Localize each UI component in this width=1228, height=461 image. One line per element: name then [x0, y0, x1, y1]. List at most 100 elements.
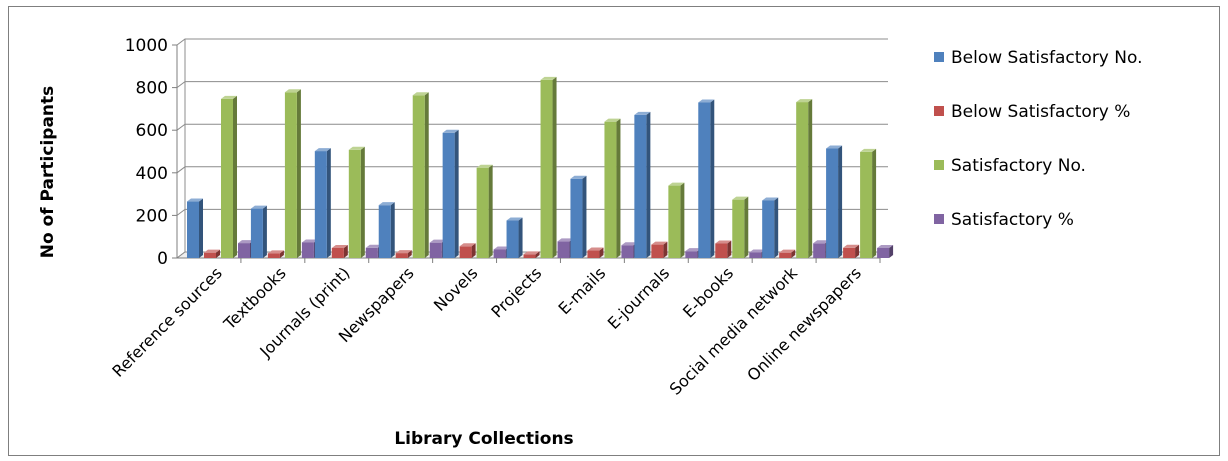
bar-top [476, 164, 493, 168]
bar-top [284, 89, 301, 93]
gridlines [176, 38, 888, 259]
bar-front [187, 201, 199, 258]
bar [267, 250, 284, 258]
bar-top [429, 239, 446, 243]
bar-side [680, 182, 685, 258]
bar-front [429, 242, 442, 258]
bar-front [301, 242, 314, 258]
bar-top [250, 205, 267, 209]
bar-front [378, 205, 391, 258]
bar-top [796, 99, 813, 103]
bar [523, 251, 540, 258]
bar-front [826, 148, 839, 258]
bar-side [646, 111, 651, 258]
bar-side [582, 175, 587, 258]
bar-side [616, 118, 621, 259]
bar [395, 250, 412, 258]
y-tick-label: 400 [136, 164, 168, 184]
bar [634, 111, 651, 258]
bar-top [523, 251, 540, 255]
x-tick-label: Social media network [666, 263, 802, 399]
bar-top [813, 240, 830, 244]
bar [604, 118, 621, 259]
bar-side [424, 92, 429, 258]
bar-top [698, 99, 715, 103]
bar-front [668, 185, 681, 258]
bar-side [296, 89, 301, 258]
bar-top [204, 249, 220, 253]
bar [668, 182, 685, 258]
bar [762, 197, 779, 258]
bar-side [488, 164, 493, 258]
bar-top [331, 244, 348, 248]
bar-front [732, 199, 745, 258]
bar-top [395, 250, 412, 254]
bar-front [284, 92, 297, 258]
legend-item: Satisfactory No. [934, 156, 1086, 176]
legend-swatch [934, 160, 944, 170]
bar [651, 241, 668, 258]
x-tick-label: E-journals [604, 263, 673, 332]
bar-front [493, 249, 506, 258]
gridline [176, 166, 888, 174]
bar-top [685, 248, 702, 252]
bar-front [796, 102, 809, 258]
bar [779, 249, 796, 258]
bar-side [199, 198, 203, 258]
bar [715, 240, 732, 258]
bar-side [774, 197, 779, 258]
bar-side [454, 129, 459, 258]
y-tick-label: 200 [136, 206, 168, 226]
legend-item: Below Satisfactory No. [934, 48, 1143, 68]
axes [172, 39, 890, 263]
bar-front [506, 220, 519, 258]
bar [587, 247, 604, 258]
bar-top [860, 148, 877, 152]
bar-front [348, 149, 361, 258]
bar-side [808, 99, 813, 258]
bar-side [791, 249, 796, 258]
legend-swatch [934, 106, 944, 116]
bar-front [365, 247, 378, 258]
gridline [176, 38, 888, 46]
bar-top [732, 196, 749, 200]
bar-top [557, 238, 574, 242]
bar-side [518, 217, 523, 258]
chart-frame: 0 200 400 600 800 1000 Reference sources Textbo… [8, 6, 1220, 456]
bar [877, 244, 894, 258]
legend-label: Satisfactory % [951, 210, 1074, 230]
bar-side [326, 148, 331, 258]
bar [860, 148, 877, 258]
bar [476, 164, 493, 258]
bar [378, 202, 395, 258]
y-tick-label: 1000 [125, 36, 168, 56]
bar-top [442, 129, 459, 133]
bar-side [599, 247, 604, 258]
bar-front [813, 243, 826, 258]
y-axis-title: No of Participants [38, 86, 58, 259]
bar-side [727, 240, 732, 258]
bar-side [889, 244, 894, 258]
bars [187, 76, 894, 259]
bar-top [365, 244, 382, 248]
bar [540, 76, 557, 258]
bar-front [557, 241, 570, 258]
legend-label: Below Satisfactory % [951, 102, 1130, 122]
bar-side [233, 95, 237, 258]
bar-front [762, 200, 775, 258]
gridline [176, 123, 888, 131]
bar-top [221, 95, 237, 99]
legend-label: Below Satisfactory No. [951, 48, 1143, 68]
bar-top [621, 242, 638, 246]
bar-side [535, 251, 540, 258]
bar-side [744, 196, 749, 258]
legend-swatch [934, 214, 944, 224]
bar-side [262, 205, 267, 258]
bar-front [395, 253, 408, 258]
bar-front [204, 252, 216, 258]
bar-side [855, 244, 860, 258]
y-tick-label: 0 [157, 249, 168, 269]
bar-top [749, 249, 766, 253]
bar-top [540, 76, 557, 80]
